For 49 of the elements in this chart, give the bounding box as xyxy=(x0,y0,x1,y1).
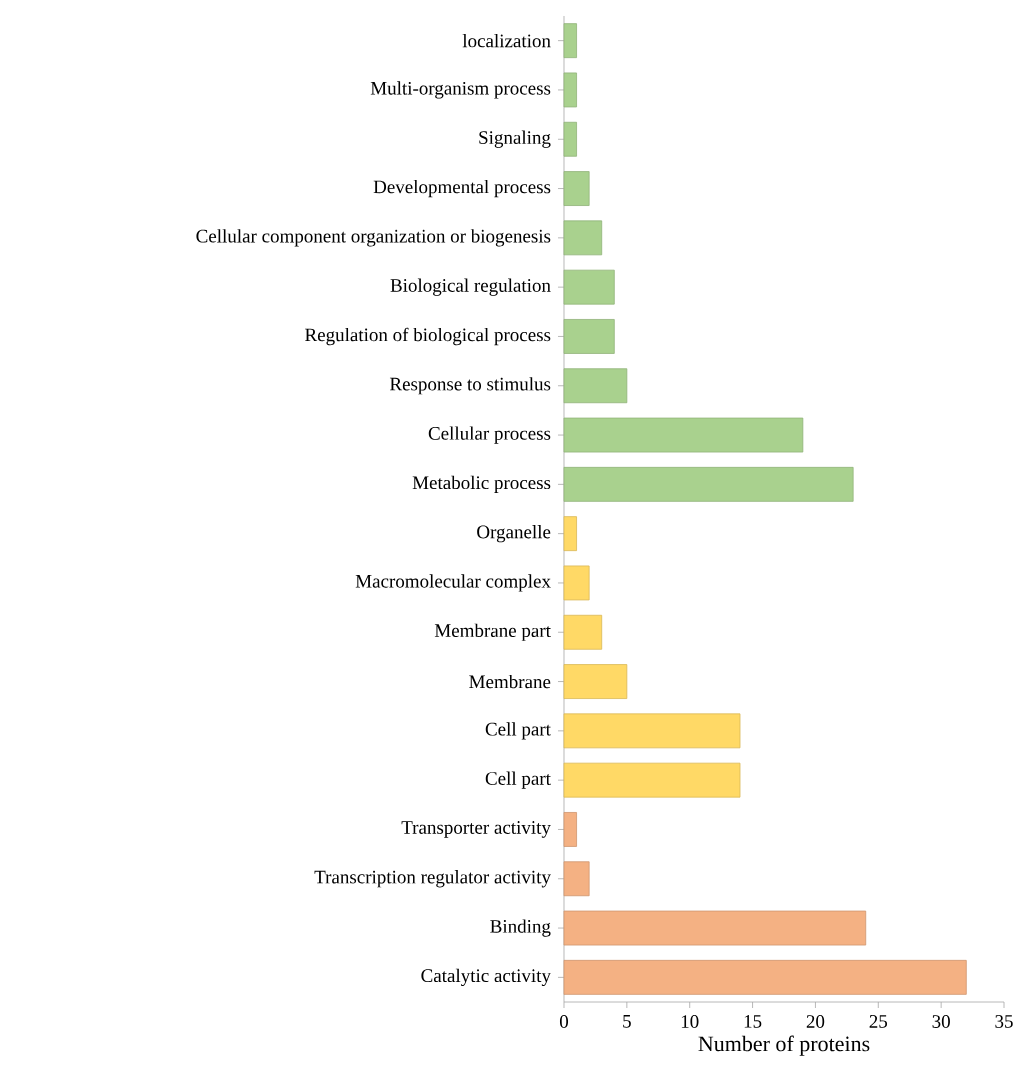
x-tick-label: 30 xyxy=(932,1015,950,1028)
bar xyxy=(563,762,741,798)
x-axis-title: Number of proteins xyxy=(698,1035,870,1056)
bar xyxy=(563,23,577,59)
bar xyxy=(563,121,577,157)
bar xyxy=(563,220,603,256)
bar xyxy=(563,466,854,502)
y-tick-label: Binding xyxy=(490,919,551,937)
y-tick-label: Catalytic activity xyxy=(421,968,551,987)
x-tick-label: 5 xyxy=(623,1015,631,1028)
bar xyxy=(563,812,577,847)
y-tick-label: Macromolecular complex xyxy=(355,574,551,592)
y-tick-label: Cellular component organization or biogenesis xyxy=(196,229,551,247)
y-tick-label: Response to stimulus xyxy=(389,377,551,395)
x-tick-label: 20 xyxy=(806,1015,825,1028)
y-tick-label: Metabolic process xyxy=(412,475,551,493)
bar xyxy=(563,614,603,650)
bar xyxy=(563,319,615,354)
bar xyxy=(563,516,577,552)
y-tick-label: Regulation of biological process xyxy=(305,327,551,346)
x-tick-label: 10 xyxy=(681,1015,699,1028)
y-tick-label: Membrane xyxy=(469,674,551,689)
y-tick-label: Multi-organism process xyxy=(370,81,551,99)
bar xyxy=(563,861,590,897)
x-tick-label: 25 xyxy=(869,1015,888,1028)
y-tick-label: Cell part xyxy=(485,722,551,740)
bar xyxy=(563,171,590,206)
bar xyxy=(563,910,867,946)
y-tick-label: localization xyxy=(462,33,551,48)
x-tick-label: 15 xyxy=(744,1015,762,1028)
bar xyxy=(563,72,577,108)
bar xyxy=(563,713,741,749)
y-tick-label: Transcription regulator activity xyxy=(314,870,551,888)
bar xyxy=(563,664,628,699)
y-tick-label: Membrane part xyxy=(434,623,551,641)
y-tick-label: Biological regulation xyxy=(390,278,551,296)
bar xyxy=(563,417,804,453)
y-tick-label: Developmental process xyxy=(373,179,551,198)
bar xyxy=(563,565,590,601)
y-tick-label: Transporter activity xyxy=(401,821,551,838)
bar xyxy=(563,368,628,404)
y-tick-label: Cell part xyxy=(485,771,551,789)
y-tick-label: Signaling xyxy=(479,130,551,148)
bar xyxy=(563,959,967,995)
y-tick-label: Cellular process xyxy=(428,426,551,444)
x-tick-label: 35 xyxy=(995,1015,1013,1028)
x-tick-label: 0 xyxy=(559,1015,569,1028)
bar xyxy=(563,269,615,305)
y-tick-label: Organelle xyxy=(477,525,551,543)
